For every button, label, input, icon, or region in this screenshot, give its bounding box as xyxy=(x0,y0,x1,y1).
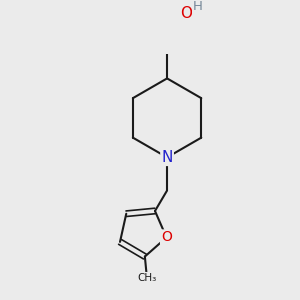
Text: H: H xyxy=(193,0,203,14)
Text: O: O xyxy=(180,6,192,21)
Text: O: O xyxy=(161,230,172,244)
Text: CH₃: CH₃ xyxy=(137,273,157,283)
Text: N: N xyxy=(161,150,173,165)
